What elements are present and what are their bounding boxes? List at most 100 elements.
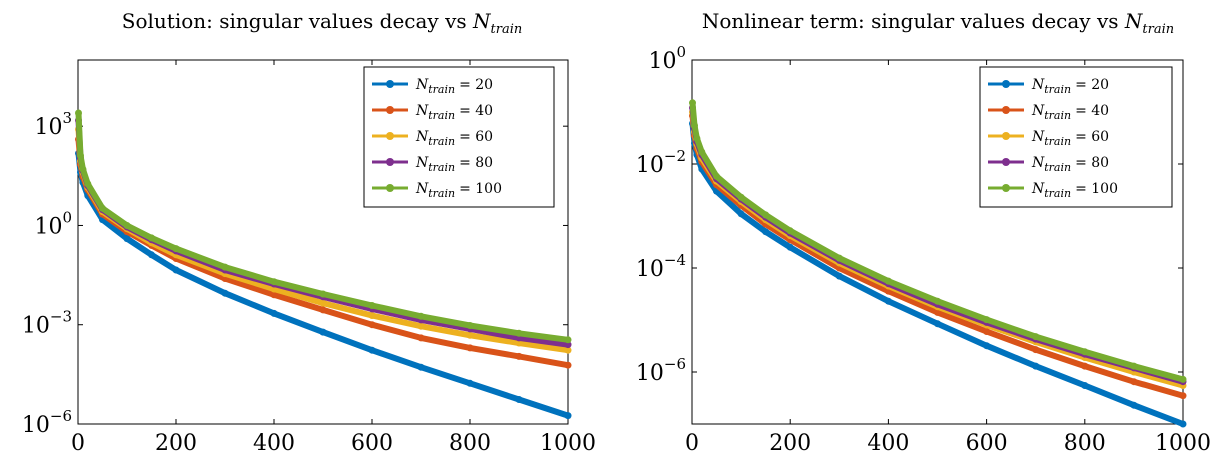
data-point bbox=[564, 336, 572, 344]
data-point bbox=[148, 251, 155, 259]
legend-marker bbox=[386, 106, 394, 114]
data-point bbox=[983, 316, 991, 324]
chart-title-subscript: train bbox=[1142, 22, 1174, 37]
data-point bbox=[368, 312, 376, 319]
data-point bbox=[1179, 375, 1187, 383]
data-point bbox=[1130, 401, 1138, 409]
legend-marker bbox=[386, 184, 394, 192]
data-point bbox=[368, 302, 376, 309]
data-point bbox=[515, 396, 523, 403]
data-point bbox=[515, 339, 523, 347]
data-point bbox=[835, 254, 843, 262]
x-tick-label: 800 bbox=[1064, 431, 1106, 456]
data-point bbox=[99, 204, 106, 212]
data-point bbox=[564, 412, 572, 420]
data-point bbox=[934, 308, 941, 316]
legend-item: Ntrain = 80 bbox=[988, 155, 1109, 174]
data-point bbox=[515, 329, 523, 337]
data-point bbox=[319, 299, 327, 307]
data-point bbox=[786, 227, 794, 235]
chart-panel-2: Nonlinear term: singular values decay vs… bbox=[636, 9, 1211, 456]
legend-item: Ntrain = 80 bbox=[372, 155, 493, 174]
legend-item: Ntrain = 40 bbox=[372, 103, 493, 122]
legend-label: Ntrain = 60 bbox=[1031, 129, 1109, 148]
data-point bbox=[79, 165, 87, 173]
legend-label: Ntrain = 80 bbox=[1031, 155, 1109, 174]
data-point bbox=[713, 172, 720, 180]
chart-title-symbol: N bbox=[1124, 9, 1144, 33]
data-point bbox=[319, 328, 327, 336]
legend-marker bbox=[1002, 158, 1010, 166]
data-point bbox=[564, 341, 572, 349]
chart-title-subscript: train bbox=[491, 22, 523, 37]
data-point bbox=[762, 228, 770, 236]
data-point bbox=[934, 297, 941, 305]
legend-item: Ntrain = 20 bbox=[372, 77, 493, 96]
data-point bbox=[221, 289, 229, 297]
data-point bbox=[1179, 392, 1187, 400]
data-point bbox=[270, 309, 278, 317]
data-point bbox=[1179, 420, 1187, 428]
data-point bbox=[417, 334, 425, 342]
data-point bbox=[368, 321, 376, 329]
series-line bbox=[75, 110, 571, 343]
y-tick-label: 10−3 bbox=[22, 308, 72, 339]
data-point bbox=[123, 222, 131, 229]
x-tick-label: 0 bbox=[71, 431, 85, 456]
series-5 bbox=[75, 109, 572, 344]
legend-marker bbox=[1002, 132, 1010, 140]
data-point bbox=[689, 99, 696, 107]
legend-marker bbox=[386, 80, 394, 88]
legend: Ntrain = 20 Ntrain = 40 Ntrain = 60 Ntrain = 80… bbox=[363, 66, 555, 208]
data-point bbox=[84, 180, 92, 188]
chart-title-text: Solution: singular values decay vs bbox=[122, 9, 473, 33]
data-point bbox=[737, 193, 745, 201]
data-point bbox=[123, 235, 131, 243]
series-line bbox=[689, 99, 1186, 383]
data-point bbox=[564, 346, 572, 354]
data-point bbox=[270, 291, 278, 299]
y-tick-label: 10−2 bbox=[636, 147, 686, 178]
series-5 bbox=[689, 99, 1187, 383]
data-point bbox=[786, 243, 794, 251]
chart-title: Nonlinear term: singular values decay vs… bbox=[702, 9, 1174, 37]
legend-label: Ntrain = 80 bbox=[415, 155, 493, 174]
data-point bbox=[148, 234, 155, 242]
legend-item: Ntrain = 100 bbox=[372, 181, 502, 200]
x-tick-label: 800 bbox=[449, 431, 491, 456]
data-point bbox=[466, 344, 474, 352]
data-point bbox=[835, 272, 843, 280]
plot-frame bbox=[77, 59, 569, 425]
legend-marker bbox=[386, 158, 394, 166]
legend-label: Ntrain = 100 bbox=[415, 181, 502, 200]
data-point bbox=[417, 363, 425, 371]
legend-label: Ntrain = 100 bbox=[1031, 181, 1118, 200]
x-tick-label: 400 bbox=[253, 431, 295, 456]
data-point bbox=[319, 290, 327, 298]
chart-panel-1: Solution: singular values decay vs Ntrai… bbox=[22, 9, 596, 456]
data-point bbox=[466, 379, 474, 387]
data-point bbox=[515, 352, 523, 360]
legend-label: Ntrain = 20 bbox=[1031, 77, 1109, 96]
x-tick-label: 600 bbox=[966, 431, 1008, 456]
data-point bbox=[1130, 362, 1138, 370]
data-point bbox=[737, 210, 745, 218]
data-point bbox=[693, 134, 701, 142]
legend-item: Ntrain = 40 bbox=[988, 103, 1109, 122]
data-point bbox=[698, 148, 706, 156]
y-tick-label: 10−6 bbox=[636, 355, 686, 386]
legend-item: Ntrain = 60 bbox=[372, 129, 493, 148]
x-tick-label: 200 bbox=[155, 431, 197, 456]
data-point bbox=[221, 263, 229, 271]
legend-label: Ntrain = 40 bbox=[1031, 103, 1109, 122]
data-point bbox=[77, 152, 84, 159]
legend-label: Ntrain = 60 bbox=[415, 129, 493, 148]
legend-label: Ntrain = 40 bbox=[415, 103, 493, 122]
legend-label: Ntrain = 20 bbox=[415, 77, 493, 96]
chart-title-symbol: N bbox=[472, 9, 492, 33]
legend-marker bbox=[386, 132, 394, 140]
data-point bbox=[172, 245, 180, 253]
y-tick-label: 100 bbox=[34, 208, 72, 239]
data-point bbox=[319, 306, 327, 314]
